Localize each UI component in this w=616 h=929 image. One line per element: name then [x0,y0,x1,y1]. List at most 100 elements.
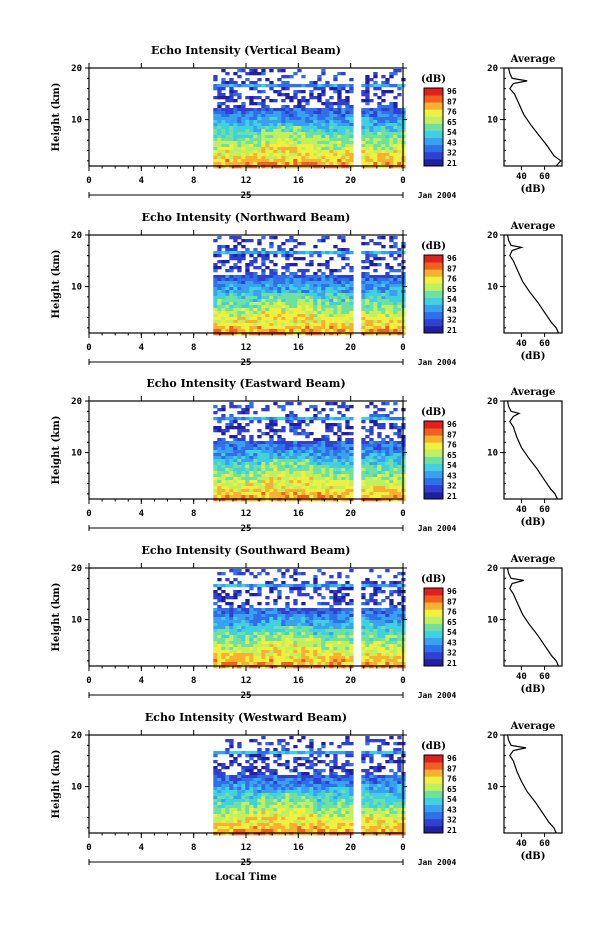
heatmap-cell [361,123,366,127]
heatmap-cell [345,602,350,606]
heatmap-cell [253,459,258,463]
heatmap-cell [281,129,286,133]
heatmap-cell [361,426,366,430]
heatmap-cell [273,323,278,327]
heatmap-cell [365,275,370,279]
heatmap-cell [285,317,290,321]
heatmap-cell [273,429,278,433]
heatmap-cell [313,284,318,288]
heatmap-cell [285,138,290,142]
heatmap-cell [321,441,326,445]
heatmap-cell [321,102,326,106]
heatmap-cell [349,611,354,615]
heatmap-cell [385,453,390,457]
heatmap-cell [369,447,374,451]
heatmap-cell [337,87,342,91]
colorbar-swatch [424,116,443,124]
heatmap-cell [301,302,306,306]
heatmap-cell [349,656,354,660]
heatmap-cell [341,644,346,648]
heatmap-cell [233,405,238,409]
heatmap-cell [261,659,266,663]
heatmap-cell [385,150,390,154]
heatmap-cell [237,114,242,118]
heatmap-cell [317,326,322,330]
heatmap-cell [321,420,326,424]
heatmap-cell [341,629,346,633]
heatmap-cell [341,308,346,312]
heatmap-cell [397,602,402,606]
heatmap-cell [341,320,346,324]
heatmap-cell [377,102,382,106]
heatmap-cell [273,402,278,406]
heatmap-cell [333,638,338,642]
heatmap-cell [381,117,386,121]
heatmap-cell [373,405,378,409]
heatmap-cell [333,144,338,148]
heatmap-cell [233,147,238,151]
heatmap-cell [381,402,386,406]
heatmap-cell [373,465,378,469]
heatmap-cell [233,456,238,460]
heatmap-cell [273,320,278,324]
heatmap-cell [285,329,290,333]
day-label: 25 [241,191,252,201]
heatmap-cell [297,423,302,427]
heatmap-cell [265,662,270,666]
heatmap-cell [397,93,402,97]
heatmap-cell [317,311,322,315]
heatmap-cell [313,578,318,582]
heatmap-cell [281,75,286,79]
heatmap-cell [285,159,290,163]
heatmap-cell [213,162,218,166]
heatmap-cell [245,263,250,267]
heatmap-cell [397,471,402,475]
heatmap-cell [337,251,342,255]
heatmap-cell [373,162,378,166]
heatmap-cell [213,617,218,621]
heatmap-cell [393,632,398,636]
heatmap-cell [301,650,306,654]
heatmap-cell [261,269,266,273]
heatmap-cell [241,408,246,412]
heatmap-cell [321,659,326,663]
heatmap-cell [213,251,218,255]
heatmap-cell [217,641,222,645]
heatmap-cell [365,453,370,457]
heatmap-cell [325,290,330,294]
heatmap-cell [381,144,386,148]
heatmap-cell [257,290,262,294]
heatmap-cell [249,450,254,454]
heatmap-cell [341,153,346,157]
heatmap-cell [261,492,266,496]
heatmap-cell [361,311,366,315]
heatmap-cell [325,462,330,466]
heatmap-cell [389,456,394,460]
heatmap-cell [397,474,402,478]
heatmap-cell [313,156,318,160]
heatmap-cell [377,656,382,660]
heatmap-cell [269,242,274,246]
heatmap-cell [249,420,254,424]
heatmap-cell [381,90,386,94]
heatmap-cell [321,305,326,309]
heatmap-cell [249,275,254,279]
heatmap-cell [313,638,318,642]
heatmap-cell [241,492,246,496]
heatmap-cell [361,471,366,475]
heatmap-cell [329,290,334,294]
heatmap-cell [385,665,390,669]
heatmap-cell [345,444,350,448]
heatmap-cell [293,302,298,306]
heatmap-cell [265,156,270,160]
heatmap-cell [221,287,226,291]
heatmap-cell [237,242,242,246]
heatmap-cell [293,441,298,445]
heatmap-cell [389,147,394,151]
heatmap-cell [389,590,394,594]
heatmap-cell [289,281,294,285]
heatmap-cell [277,450,282,454]
heatmap-cell [269,486,274,490]
heatmap-cell [345,323,350,327]
heatmap-cell [261,129,266,133]
